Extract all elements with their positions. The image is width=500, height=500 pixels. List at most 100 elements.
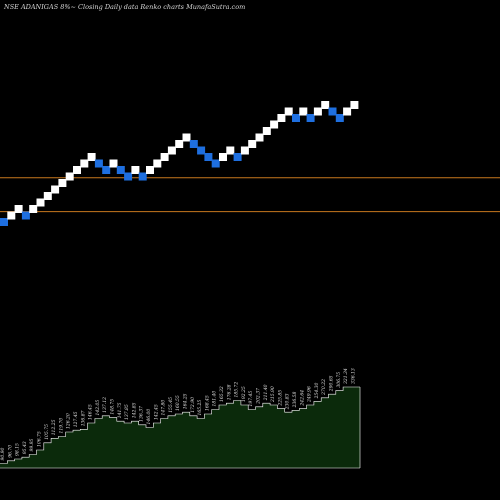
brick-price-labels: 90.90 96.70 98.15 95.43 99.95 106.75 105.75 112…	[0, 368, 356, 460]
brick-price-label: 146.45	[88, 404, 94, 420]
renko-brick-down	[211, 159, 220, 168]
brick-price-label: 254.30	[314, 383, 320, 400]
brick-price-label: 336.13	[350, 368, 356, 384]
brick-price-label: 119.70	[58, 418, 64, 434]
renko-brick-up	[219, 153, 227, 161]
renko-brick-up	[226, 146, 235, 155]
renko-brick-up	[29, 205, 38, 213]
renko-bricks	[0, 101, 359, 226]
renko-brick-up	[299, 107, 308, 116]
brick-price-label: 270.22	[321, 379, 327, 396]
renko-brick-up	[284, 107, 293, 116]
renko-brick-down	[102, 166, 111, 174]
brick-price-label: 172.90	[190, 397, 196, 413]
renko-brick-down	[233, 153, 242, 161]
brick-price-label: 148.75	[110, 399, 116, 415]
brick-price-label: 142.45	[153, 404, 159, 420]
renko-brick-up	[36, 198, 45, 207]
renko-brick-up	[51, 185, 60, 194]
brick-price-label: 141.75	[117, 402, 123, 418]
renko-brick-up	[240, 146, 249, 155]
brick-price-label: 137.12	[102, 397, 108, 413]
renko-brick-down	[306, 114, 315, 122]
renko-brick-up	[270, 120, 279, 129]
brick-price-label: 202.37	[256, 388, 262, 405]
brick-price-label: 147.80	[161, 400, 167, 416]
brick-price-label: 192.25	[241, 386, 247, 402]
renko-brick-up	[313, 107, 322, 116]
renko-brick-up	[14, 205, 23, 213]
renko-brick-down	[292, 114, 300, 122]
brick-price-label: 185.72	[234, 382, 240, 398]
brick-price-label: 99.95	[29, 438, 35, 451]
renko-brick-up	[43, 192, 52, 200]
renko-brick-up	[343, 107, 352, 116]
brick-price-label: 155.45	[168, 397, 174, 413]
volume-fill	[0, 387, 360, 468]
renko-brick-down	[328, 107, 337, 116]
brick-price-label: 137.85	[124, 404, 130, 420]
brick-price-label: 136.87	[80, 410, 86, 426]
renko-brick-up	[65, 172, 74, 181]
brick-price-label: 126.20	[66, 413, 72, 429]
renko-brick-down	[124, 172, 133, 181]
reference-lines	[0, 177, 500, 213]
brick-price-label: 105.75	[44, 424, 50, 440]
renko-brick-up	[167, 146, 176, 155]
brick-price-label: 160.55	[175, 395, 181, 411]
brick-price-label: 215.90	[270, 386, 276, 403]
brick-price-label: 165.32	[219, 386, 225, 402]
brick-price-label: 146.00	[146, 409, 152, 425]
brick-price-label: 90.90	[0, 447, 6, 460]
brick-price-label: 249.96	[307, 386, 313, 403]
renko-brick-down	[138, 172, 147, 181]
renko-brick-down	[116, 166, 125, 174]
renko-brick-down	[335, 114, 344, 122]
renko-brick-up	[350, 101, 359, 109]
renko-brick-up	[255, 133, 264, 142]
renko-brick-up	[248, 140, 257, 148]
renko-brick-up	[146, 166, 154, 174]
renko-brick-up	[87, 153, 96, 161]
chart-title: NSE ADANIGAS 8%~ Closing Daily data Renk…	[3, 3, 245, 11]
brick-price-label: 136.37	[139, 406, 145, 422]
renko-brick-up	[160, 153, 169, 161]
brick-price-label: 98.15	[15, 443, 21, 456]
brick-price-label: 112.25	[51, 419, 57, 435]
brick-price-label: 142.85	[131, 402, 137, 418]
renko-brick-up	[153, 159, 162, 168]
brick-price-label: 230.83	[285, 393, 291, 410]
brick-price-label: 127.45	[73, 411, 79, 427]
brick-price-label: 165.25	[197, 400, 203, 416]
brick-price-label: 290.65	[329, 375, 335, 392]
brick-price-label: 96.70	[7, 445, 13, 458]
renko-brick-up	[131, 166, 140, 174]
renko-brick-down	[204, 153, 213, 161]
renko-brick-up	[80, 159, 89, 168]
brick-price-label: 236.58	[292, 392, 298, 409]
brick-price-label: 106.75	[37, 431, 43, 447]
renko-brick-up	[7, 211, 16, 220]
brick-price-label: 242.64	[299, 390, 305, 407]
brick-price-label: 211.40	[263, 384, 269, 401]
renko-brick-up	[182, 133, 191, 142]
brick-price-label: 142.05	[95, 400, 101, 416]
renko-brick-up	[175, 140, 184, 148]
brick-price-label: 225.85	[277, 390, 283, 407]
renko-brick-up	[58, 179, 67, 187]
renko-brick-down	[0, 218, 8, 226]
brick-price-label: 321.34	[343, 368, 349, 384]
renko-brick-up	[321, 101, 330, 109]
renko-brick-up	[73, 166, 81, 174]
renko-brick-down	[94, 159, 103, 168]
renko-brick-up	[109, 159, 118, 168]
brick-price-label: 168.45	[204, 395, 210, 411]
brick-price-label: 164.25	[183, 393, 189, 409]
renko-brick-down	[197, 146, 206, 155]
brick-price-label: 181.40	[212, 391, 218, 407]
brick-price-label: 176.28	[226, 384, 232, 400]
brick-price-label: 197.45	[248, 391, 254, 407]
volume-line	[0, 386, 360, 464]
